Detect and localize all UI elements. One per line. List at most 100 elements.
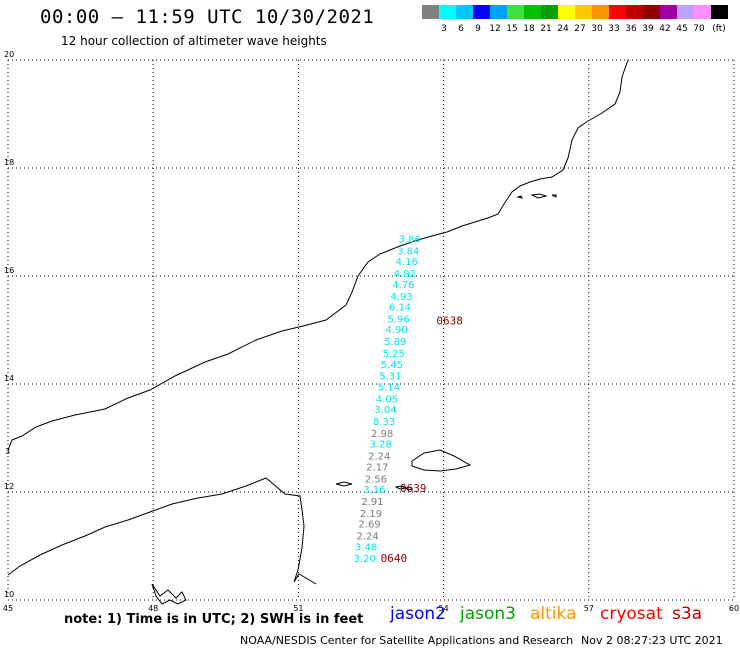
wave-height-label: 6.14 bbox=[389, 303, 411, 314]
colorbar-label: 70 bbox=[693, 24, 705, 34]
wave-height-label: 3.16 bbox=[363, 485, 385, 496]
altimeter-track: 3.863.844.164.924.764.936.145.964.905.89… bbox=[354, 235, 421, 566]
wave-height-label: 2.91 bbox=[361, 497, 383, 508]
wave-height-label: 4.05 bbox=[376, 394, 398, 405]
colorbar-label: 24 bbox=[557, 24, 569, 34]
colorbar-label: 27 bbox=[574, 24, 586, 34]
x-tick-label-60: 60 bbox=[729, 604, 739, 613]
wave-height-label: 2.17 bbox=[366, 462, 388, 473]
x-tick-label-51: 51 bbox=[293, 604, 303, 613]
wave-height-label: 3.20 bbox=[354, 554, 376, 565]
edge-label: 3 bbox=[5, 447, 10, 456]
kuria-muria-islands bbox=[516, 193, 557, 199]
y-tick-label-18: 18 bbox=[4, 158, 14, 167]
satellite-jason2: jason2 bbox=[390, 604, 446, 624]
colorbar-label: 30 bbox=[591, 24, 603, 34]
wave-height-label: 4.92 bbox=[394, 269, 416, 280]
pass-time-label: 0639 bbox=[400, 482, 427, 495]
satellite-jason3: jason3 bbox=[460, 604, 516, 624]
x-tick-label-54: 54 bbox=[439, 604, 449, 613]
wave-height-label: 5.14 bbox=[378, 382, 400, 393]
colorbar-swatch bbox=[439, 5, 456, 19]
wave-height-label: 2.98 bbox=[371, 429, 393, 440]
x-tick-label-48: 48 bbox=[148, 604, 158, 613]
wave-height-label: 4.76 bbox=[392, 280, 414, 291]
colorbar-unit: (ft) bbox=[712, 24, 726, 34]
darsah-island bbox=[405, 486, 413, 491]
colorbar-swatch bbox=[541, 5, 558, 19]
colorbar-swatch bbox=[473, 5, 490, 19]
credit-date: Nov 2 08:27:23 UTC 2021 bbox=[581, 634, 723, 647]
colorbar-label: 42 bbox=[659, 24, 671, 34]
wave-height-label: 3.84 bbox=[397, 246, 419, 257]
coastline bbox=[7, 59, 629, 605]
wave-height-label: 8.33 bbox=[373, 417, 395, 428]
wave-height-label: 2.56 bbox=[365, 474, 387, 485]
axis-ticks: 45 48 51 54 57 60 20 18 16 14 12 10 3 bbox=[3, 50, 739, 613]
map-grid bbox=[7, 59, 735, 601]
wave-height-label: 5.96 bbox=[387, 314, 409, 325]
wave-height-label: 2.69 bbox=[358, 520, 380, 531]
footer-note: note: 1) Time is in UTC; 2) SWH is in fe… bbox=[64, 612, 364, 627]
colorbar-label: 3 bbox=[441, 24, 447, 34]
colorbar-swatch bbox=[524, 5, 541, 19]
wave-height-label: 3.28 bbox=[370, 440, 392, 451]
colorbar-label: 18 bbox=[523, 24, 535, 34]
colorbar-label: 9 bbox=[475, 24, 481, 34]
colorbar-swatch bbox=[456, 5, 473, 19]
colorbar-label: 39 bbox=[642, 24, 654, 34]
colorbar-swatch bbox=[643, 5, 660, 19]
pass-times: 0638 0639 0640 bbox=[381, 315, 463, 566]
wave-height-label: 2.19 bbox=[360, 509, 382, 520]
colorbar-swatch bbox=[660, 5, 677, 19]
wave-height-label: 5.89 bbox=[384, 337, 406, 348]
colorbar-swatch bbox=[575, 5, 592, 19]
wave-height-label: 4.16 bbox=[396, 257, 418, 268]
socotra-island bbox=[411, 449, 472, 472]
colorbar-swatch bbox=[592, 5, 609, 19]
colorbar-swatch bbox=[711, 5, 728, 19]
colorbar-swatch bbox=[626, 5, 643, 19]
satellite-cryosat: cryosat bbox=[600, 604, 663, 624]
colorbar-label: 21 bbox=[540, 24, 552, 34]
abd-al-kuri-island bbox=[335, 481, 353, 487]
colorbar-label: 45 bbox=[676, 24, 688, 34]
y-tick-label-10: 10 bbox=[4, 590, 14, 599]
wave-height-label: 5.25 bbox=[383, 349, 405, 360]
wave-height-label: 4.90 bbox=[386, 325, 408, 336]
arabian-coastline bbox=[7, 59, 629, 451]
wave-height-label: 5.45 bbox=[381, 360, 403, 371]
satellite-altika: altika bbox=[530, 604, 577, 624]
satellite-s3a: s3a bbox=[672, 604, 703, 624]
colorbar-swatch bbox=[677, 5, 694, 19]
wave-height-label: 5.31 bbox=[379, 372, 401, 383]
colorbar-swatch bbox=[558, 5, 575, 19]
wave-height-label: 3.86 bbox=[399, 235, 421, 246]
wave-height-label: 4.93 bbox=[390, 292, 412, 303]
y-tick-label-20: 20 bbox=[4, 50, 14, 59]
colorbar-swatch bbox=[694, 5, 711, 19]
colorbar-swatch bbox=[609, 5, 626, 19]
x-tick-label-57: 57 bbox=[584, 604, 594, 613]
wave-height-label: 3.04 bbox=[374, 405, 396, 416]
map-subtitle: 12 hour collection of altimeter wave hei… bbox=[61, 34, 327, 48]
colorbar-label: 6 bbox=[458, 24, 464, 34]
pass-time-label: 0640 bbox=[381, 552, 408, 565]
wave-height-label: 2.24 bbox=[368, 452, 390, 463]
colorbar-swatch bbox=[507, 5, 524, 19]
colorbar-swatch bbox=[490, 5, 507, 19]
maydh-coast-islets bbox=[151, 583, 187, 605]
somali-coastline bbox=[7, 477, 317, 585]
credit-text: NOAA/NESDIS Center for Satellite Applica… bbox=[240, 634, 574, 647]
y-tick-label-16: 16 bbox=[4, 266, 14, 275]
pass-time-label: 0638 bbox=[436, 315, 463, 328]
colorbar-label: 33 bbox=[608, 24, 620, 34]
wave-height-label: 2.24 bbox=[356, 532, 378, 543]
x-tick-label-45: 45 bbox=[3, 604, 13, 613]
wave-height-label: 3.48 bbox=[355, 542, 377, 553]
map-title: 00:00 – 11:59 UTC 10/30/2021 bbox=[40, 6, 375, 28]
colorbar-swatch bbox=[422, 5, 439, 19]
colorbar-label: 12 bbox=[489, 24, 501, 34]
y-tick-label-14: 14 bbox=[4, 374, 14, 383]
